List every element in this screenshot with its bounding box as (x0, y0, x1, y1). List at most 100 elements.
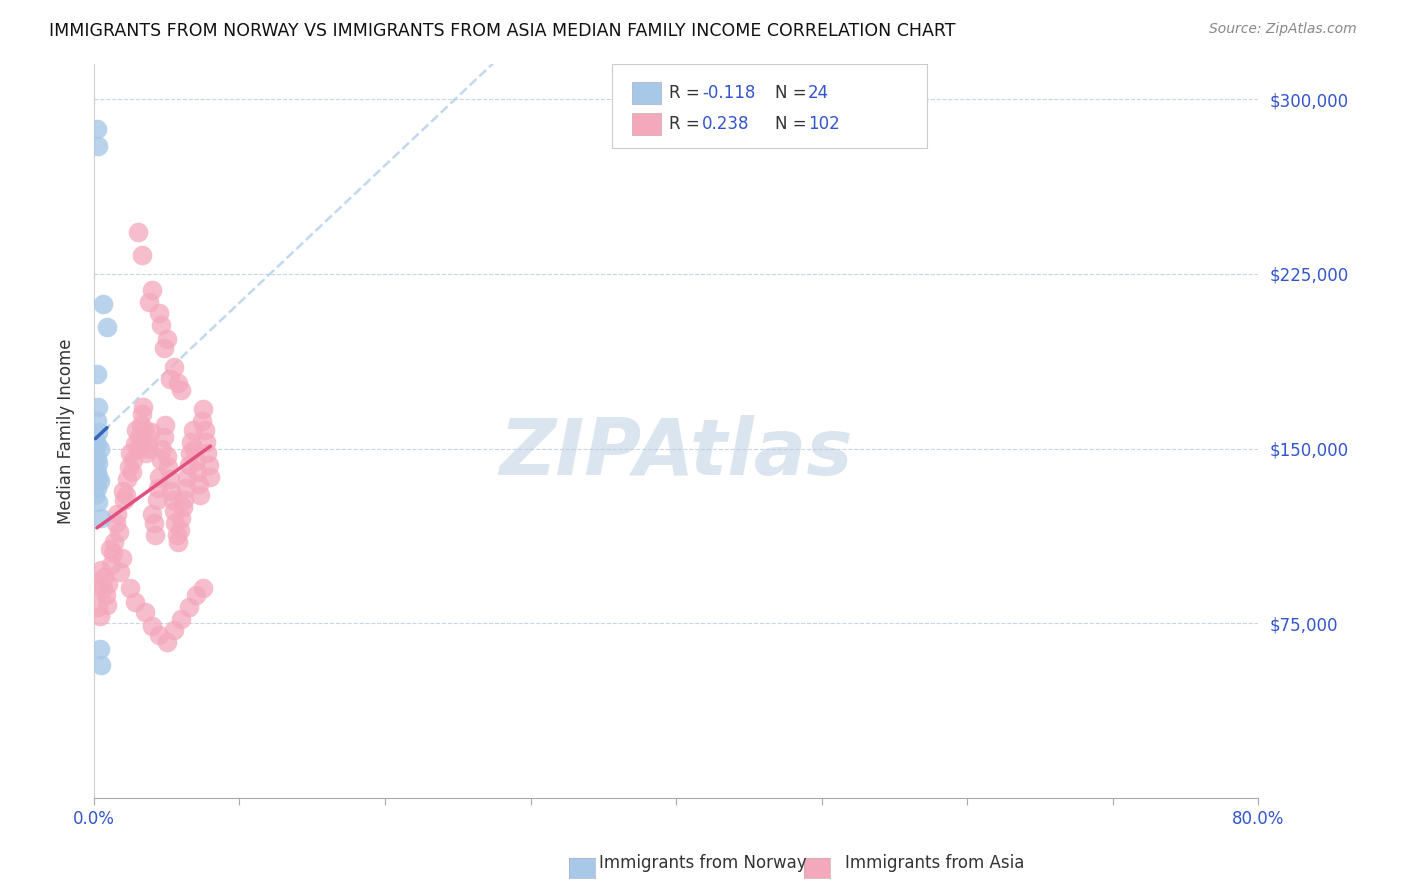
Point (131, 248, 153, 262)
Point (159, 472, 181, 486)
Point (170, 511, 193, 525)
Point (91, 582, 114, 596)
Point (86, 122, 108, 136)
Point (108, 565, 131, 579)
Point (120, 582, 142, 596)
Point (89, 474, 111, 488)
Point (148, 469, 170, 483)
Point (146, 481, 169, 495)
Point (86, 582, 108, 596)
Point (86, 465, 108, 479)
Text: 0.238: 0.238 (702, 115, 749, 133)
Point (183, 442, 205, 456)
Point (86, 481, 108, 495)
Point (195, 434, 218, 449)
Point (87, 456, 110, 470)
Point (145, 492, 167, 507)
Point (91, 297, 114, 311)
Text: -0.118: -0.118 (702, 84, 755, 102)
Point (87, 138, 110, 153)
Point (89, 642, 111, 657)
Point (132, 400, 155, 414)
Point (120, 446, 142, 460)
Point (131, 407, 153, 421)
Point (118, 460, 141, 475)
Point (115, 488, 138, 502)
Point (117, 472, 139, 486)
Point (135, 446, 157, 460)
Point (181, 423, 204, 437)
Text: Source: ZipAtlas.com: Source: ZipAtlas.com (1209, 22, 1357, 37)
Point (170, 612, 193, 626)
Point (159, 372, 181, 386)
Point (143, 528, 166, 542)
Point (87, 600, 110, 615)
Point (93, 570, 115, 584)
Point (162, 492, 184, 507)
Text: 102: 102 (808, 115, 839, 133)
Point (94, 588, 117, 602)
Point (177, 458, 200, 472)
Point (141, 618, 163, 632)
Point (134, 605, 156, 619)
Point (173, 492, 195, 507)
Point (138, 442, 160, 456)
Point (156, 449, 179, 463)
Text: Immigrants from Norway: Immigrants from Norway (599, 855, 807, 872)
Point (141, 283, 163, 297)
Point (86, 414, 108, 428)
Point (84, 460, 107, 475)
Point (87, 425, 110, 440)
Point (148, 306, 170, 320)
Point (153, 430, 176, 444)
Point (114, 492, 136, 507)
Point (122, 453, 145, 467)
Text: R =: R = (669, 115, 706, 133)
FancyBboxPatch shape (631, 113, 661, 136)
Point (155, 418, 177, 433)
Point (172, 500, 194, 514)
Point (90, 511, 112, 525)
Text: Immigrants from Asia: Immigrants from Asia (845, 855, 1025, 872)
Point (89, 609, 111, 624)
Point (187, 476, 209, 491)
Point (141, 507, 163, 521)
Point (129, 418, 152, 433)
Point (157, 460, 180, 475)
Point (149, 453, 172, 467)
Y-axis label: Median Family Income: Median Family Income (58, 338, 75, 524)
Point (184, 588, 207, 602)
Point (100, 558, 122, 573)
Point (127, 225, 149, 239)
Point (179, 446, 201, 460)
Point (163, 624, 186, 638)
Point (150, 442, 173, 456)
Point (165, 516, 187, 530)
Point (176, 469, 198, 483)
Point (87, 495, 110, 509)
Point (89, 442, 111, 456)
Point (98, 541, 121, 556)
Point (166, 528, 188, 542)
Point (127, 442, 149, 456)
Point (107, 525, 129, 540)
Point (191, 401, 214, 416)
Point (198, 458, 221, 472)
Point (90, 563, 112, 577)
Point (136, 437, 159, 451)
Point (188, 488, 211, 502)
Point (87, 469, 110, 483)
Point (163, 359, 186, 374)
Point (110, 551, 132, 566)
Point (84, 432, 107, 446)
Text: N =: N = (775, 84, 813, 102)
Point (167, 376, 190, 391)
Text: 24: 24 (808, 84, 830, 102)
Point (180, 434, 202, 449)
Point (84, 446, 107, 460)
Point (191, 582, 214, 596)
Point (101, 546, 124, 560)
Point (103, 534, 125, 549)
Point (170, 384, 193, 398)
Point (142, 516, 165, 530)
